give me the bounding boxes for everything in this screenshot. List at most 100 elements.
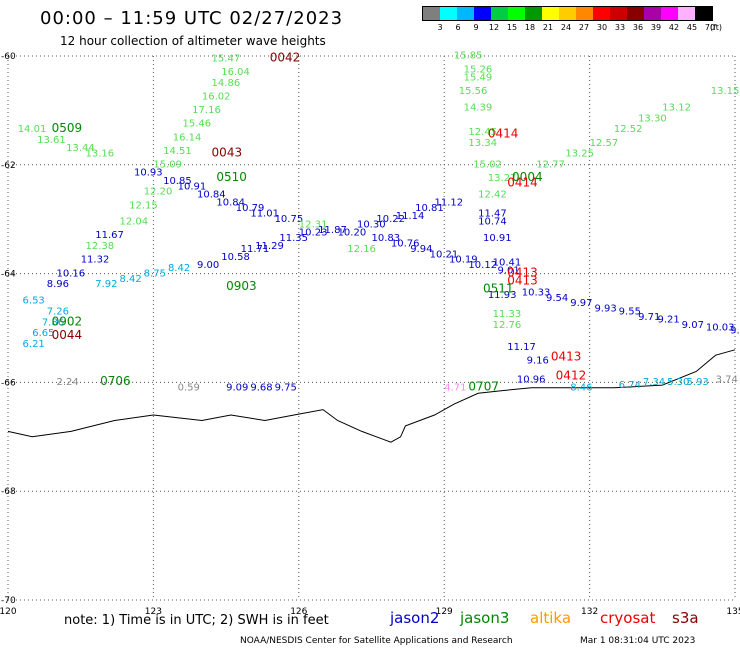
pass-time-label: 0042 bbox=[270, 50, 301, 64]
x-tick-label: 120 bbox=[0, 607, 17, 617]
wave-height-label: 15.47 bbox=[212, 53, 241, 64]
colorbar-swatch bbox=[525, 7, 542, 20]
wave-height-label: 9.43 bbox=[730, 325, 740, 336]
pass-time-label: 0413 bbox=[551, 350, 582, 364]
colorbar-label: 36 bbox=[632, 23, 644, 32]
pass-time-label: 0413 bbox=[507, 265, 538, 279]
wave-height-label: 12.52 bbox=[614, 124, 643, 135]
wave-height-label: 11.12 bbox=[435, 198, 464, 209]
colorbar-swatch bbox=[542, 7, 559, 20]
wave-height-label: 9.54 bbox=[546, 293, 568, 304]
color-legend: (ft) 3 6 9 12 15 18 21 24 27 30 33 36 39 42 45 70 bbox=[422, 6, 722, 33]
wave-height-label: 15.46 bbox=[182, 119, 211, 130]
wave-height-label: 11.17 bbox=[507, 342, 536, 353]
wave-height-label: 11.33 bbox=[493, 309, 522, 320]
pass-time-label: 0043 bbox=[212, 146, 243, 160]
wave-height-label: 6.53 bbox=[23, 296, 45, 307]
wave-height-label: 10.20 bbox=[338, 228, 367, 239]
wave-height-label: 11.47 bbox=[478, 208, 507, 219]
wave-height-label: 11.35 bbox=[279, 233, 308, 244]
wave-height-label: 11.71 bbox=[241, 244, 270, 255]
wave-height-label: 14.86 bbox=[212, 78, 241, 89]
wave-height-label: 12.77 bbox=[536, 160, 565, 171]
wave-height-label: 5.93 bbox=[687, 377, 709, 388]
wave-height-label: 8.46 bbox=[570, 383, 592, 394]
colorbar-labels: (ft) 3 6 9 12 15 18 21 24 27 30 33 36 39 42 45 70 bbox=[422, 21, 722, 33]
wave-height-label: 11.67 bbox=[95, 230, 124, 241]
colorbar-swatch bbox=[440, 7, 457, 20]
colorbar-label: 30 bbox=[596, 23, 608, 32]
wave-height-label: 13.16 bbox=[86, 149, 115, 160]
wave-height-label: 12.38 bbox=[86, 241, 115, 252]
wave-height-label: 16.02 bbox=[202, 92, 231, 103]
wave-height-label: 14.51 bbox=[163, 146, 192, 157]
wave-height-label: 3.74 bbox=[716, 374, 738, 385]
colorbar-label: 24 bbox=[560, 23, 572, 32]
wave-height-label: 14.39 bbox=[464, 102, 493, 113]
wave-height-label: 7.86 bbox=[42, 317, 64, 328]
pass-time-label: 0044 bbox=[52, 328, 83, 342]
colorbar-swatch bbox=[678, 7, 695, 20]
wave-height-label: 8.42 bbox=[119, 274, 141, 285]
wave-height-label: 12.20 bbox=[144, 187, 173, 198]
wave-height-label: 12.31 bbox=[299, 219, 328, 230]
wave-height-label: 10.85 bbox=[163, 176, 192, 187]
colorbar-swatch bbox=[559, 7, 576, 20]
pass-time-label: 0707 bbox=[468, 380, 499, 394]
wave-height-label: 15.56 bbox=[459, 86, 488, 97]
colorbar-swatch bbox=[491, 7, 508, 20]
wave-height-label: 10.74 bbox=[478, 217, 507, 228]
wave-height-label: 10.84 bbox=[216, 198, 245, 209]
pass-time-label: 0902 bbox=[52, 314, 83, 328]
wave-height-label: 9.09 bbox=[226, 383, 248, 394]
pass-time-label: 0706 bbox=[100, 374, 131, 388]
wave-height-label: 13.15 bbox=[711, 86, 740, 97]
pass-time-label: 0414 bbox=[507, 176, 538, 190]
satellite-jason3: jason3 bbox=[460, 609, 510, 627]
wave-height-label: 7.92 bbox=[95, 279, 117, 290]
wave-height-label: 10.91 bbox=[483, 233, 512, 244]
wave-height-label: 11.32 bbox=[81, 255, 110, 266]
wave-height-label: 12.16 bbox=[347, 244, 376, 255]
wave-height-label: 9.93 bbox=[594, 304, 616, 315]
wave-height-label: 8.96 bbox=[47, 279, 69, 290]
wave-height-label: 12.42 bbox=[478, 189, 507, 200]
pass-time-label: 0414 bbox=[488, 127, 519, 141]
wave-height-label: 13.34 bbox=[468, 138, 497, 149]
x-tick-label: 132 bbox=[581, 607, 598, 617]
satellite-jason2: jason2 bbox=[390, 609, 440, 627]
wave-height-label: 9.55 bbox=[619, 306, 641, 317]
wave-height-label: 13.27 bbox=[488, 173, 517, 184]
y-tick-label: -66 bbox=[1, 378, 16, 388]
colorbar bbox=[422, 6, 713, 21]
colorbar-label: 42 bbox=[668, 23, 680, 32]
wave-height-label: 8.75 bbox=[144, 268, 166, 279]
wave-height-label: 10.96 bbox=[517, 374, 546, 385]
coastline bbox=[7, 349, 736, 443]
wave-height-label: 10.03 bbox=[706, 323, 735, 334]
colorbar-label: 70 bbox=[704, 23, 716, 32]
wave-height-label: 10.12 bbox=[468, 260, 497, 271]
wave-height-label: 9.71 bbox=[638, 312, 660, 323]
colorbar-label: 39 bbox=[650, 23, 662, 32]
wave-height-label: 9.97 bbox=[570, 298, 592, 309]
wave-height-label: 15.02 bbox=[473, 160, 502, 171]
colorbar-swatch bbox=[423, 7, 440, 20]
wave-height-label: 9.01 bbox=[498, 266, 520, 277]
wave-height-label: 13.25 bbox=[565, 149, 594, 160]
satellite-cryosat: cryosat bbox=[600, 609, 656, 627]
wave-height-label: 10.30 bbox=[357, 219, 386, 230]
wave-height-label: 13.61 bbox=[37, 135, 66, 146]
colorbar-swatch bbox=[627, 7, 644, 20]
colorbar-swatch bbox=[457, 7, 474, 20]
y-tick-label: -64 bbox=[1, 270, 16, 280]
x-tick-label: 135 bbox=[726, 607, 740, 617]
pass-time-label: 0413 bbox=[507, 273, 538, 287]
wave-height-label: 17.16 bbox=[192, 105, 221, 116]
wave-height-label: 9.68 bbox=[250, 383, 272, 394]
wave-height-label: 10.79 bbox=[236, 203, 265, 214]
colorbar-label: 45 bbox=[686, 23, 698, 32]
wave-height-label: 12.15 bbox=[129, 200, 158, 211]
satellite-s3a: s3a bbox=[672, 609, 699, 627]
colorbar-label: 27 bbox=[578, 23, 590, 32]
